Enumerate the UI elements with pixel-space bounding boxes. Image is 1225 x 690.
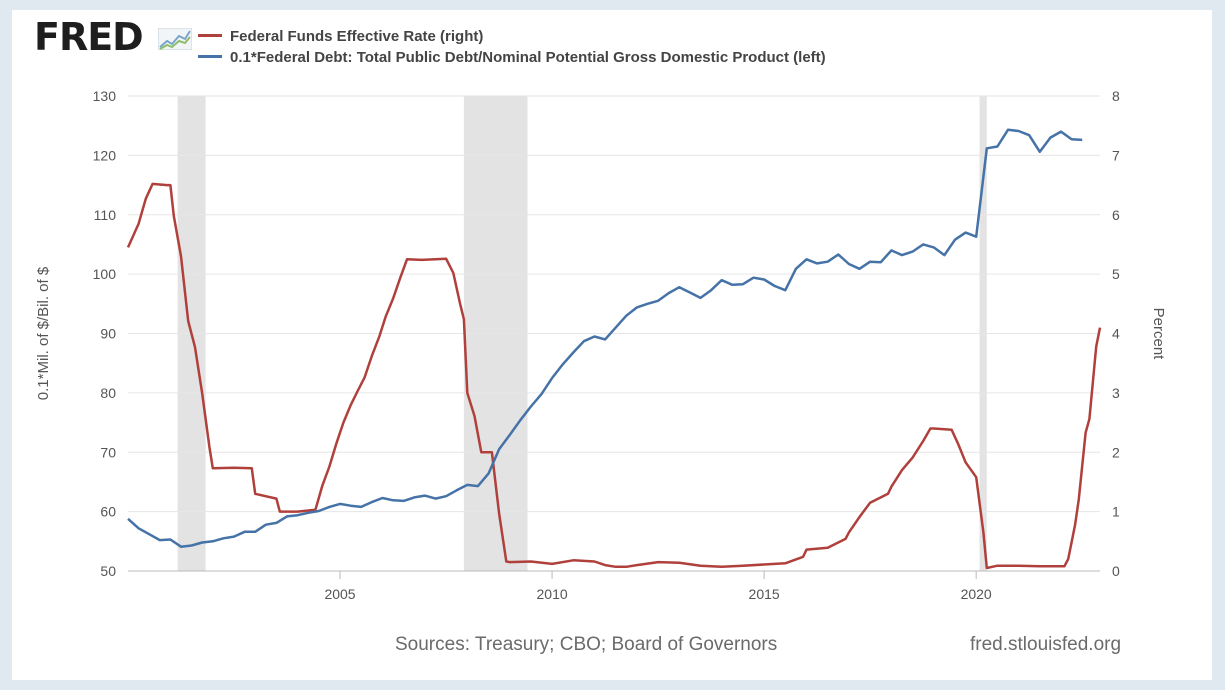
legend-swatch-blue xyxy=(198,54,222,58)
right-tick-label: 7 xyxy=(1112,147,1120,163)
legend-swatch-red xyxy=(198,33,222,37)
left-tick-label: 80 xyxy=(100,385,116,401)
left-tick-label: 90 xyxy=(100,326,116,342)
legend-label-federal-debt: 0.1*Federal Debt: Total Public Debt/Nomi… xyxy=(230,49,826,66)
site-url: fred.stlouisfed.org xyxy=(970,634,1122,655)
sources-note: Sources: Treasury; CBO; Board of Governo… xyxy=(395,634,778,655)
series-line-fed-funds xyxy=(126,182,1102,570)
left-tick-label: 100 xyxy=(93,266,117,282)
right-tick-label: 2 xyxy=(1112,444,1120,460)
x-tick-label: 2010 xyxy=(537,586,568,602)
series-line-federal-debt xyxy=(127,128,1083,548)
right-tick-label: 8 xyxy=(1112,88,1120,104)
left-tick-label: 120 xyxy=(93,147,117,163)
x-tick-label: 2005 xyxy=(324,586,355,602)
x-tick-label: 2015 xyxy=(749,586,780,602)
legend-item-fed-funds: Federal Funds Effective Rate (right) xyxy=(198,28,483,45)
right-tick-label: 0 xyxy=(1112,563,1120,579)
logo-graph-icon xyxy=(158,28,192,50)
x-tick-label: 2020 xyxy=(961,586,992,602)
left-tick-label: 50 xyxy=(100,563,116,579)
legend-label-fed-funds: Federal Funds Effective Rate (right) xyxy=(230,28,484,45)
left-tick-label: 110 xyxy=(94,207,117,223)
right-tick-label: 4 xyxy=(1112,326,1120,342)
left-axis-title: 0.1*Mil. of $/Bil. of $ xyxy=(35,266,52,400)
right-tick-label: 6 xyxy=(1112,207,1120,223)
left-tick-label: 60 xyxy=(100,504,116,520)
right-tick-label: 5 xyxy=(1112,266,1120,282)
fred-logo: FRED xyxy=(34,15,144,59)
line-chart: 50 60 70 80 90 100 110 120 130 0 1 2 3 4 5 6 7 8 2005 2010 2… xyxy=(35,88,1167,602)
left-tick-label: 130 xyxy=(93,88,117,104)
right-axis-title: Percent xyxy=(1150,308,1167,361)
right-tick-label: 3 xyxy=(1112,385,1120,401)
left-tick-label: 70 xyxy=(100,444,116,460)
legend-item-federal-debt: 0.1*Federal Debt: Total Public Debt/Nomi… xyxy=(198,49,826,66)
chart-panel: FRED Federal Funds Effective Rate (right… xyxy=(12,10,1212,680)
right-tick-label: 1 xyxy=(1112,504,1120,520)
